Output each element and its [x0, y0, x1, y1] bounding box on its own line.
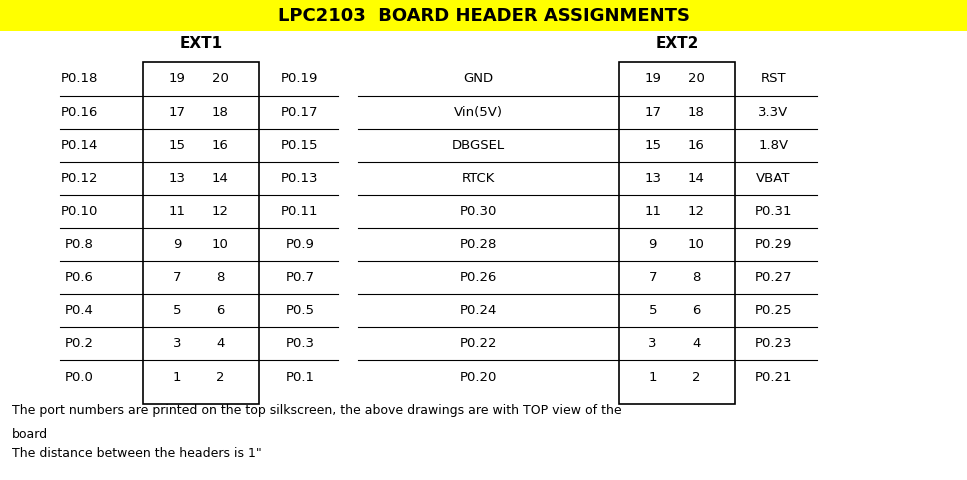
Text: RST: RST	[761, 72, 786, 85]
Text: 6: 6	[692, 304, 700, 317]
Text: P0.0: P0.0	[65, 371, 94, 384]
Text: 10: 10	[688, 238, 705, 251]
Text: P0.31: P0.31	[755, 205, 792, 218]
Text: P0.7: P0.7	[285, 271, 314, 284]
Text: 4: 4	[692, 337, 700, 350]
Text: P0.29: P0.29	[755, 238, 792, 251]
Text: 7: 7	[649, 271, 657, 284]
Text: P0.28: P0.28	[460, 238, 497, 251]
Text: 17: 17	[168, 106, 186, 119]
Text: P0.4: P0.4	[65, 304, 94, 317]
Text: EXT1: EXT1	[180, 36, 222, 51]
Text: 5: 5	[649, 304, 657, 317]
Text: 4: 4	[217, 337, 224, 350]
Text: 2: 2	[692, 371, 700, 384]
Text: 2: 2	[217, 371, 224, 384]
Text: P0.22: P0.22	[460, 337, 497, 350]
Text: 6: 6	[217, 304, 224, 317]
Text: P0.24: P0.24	[460, 304, 497, 317]
Text: 10: 10	[212, 238, 229, 251]
Text: 8: 8	[217, 271, 224, 284]
Text: P0.11: P0.11	[281, 205, 318, 218]
Text: 3: 3	[173, 337, 181, 350]
Text: The distance between the headers is 1": The distance between the headers is 1"	[12, 447, 261, 460]
Text: LPC2103  BOARD HEADER ASSIGNMENTS: LPC2103 BOARD HEADER ASSIGNMENTS	[278, 7, 689, 24]
Text: 17: 17	[644, 106, 661, 119]
Text: 5: 5	[173, 304, 181, 317]
Text: 1: 1	[649, 371, 657, 384]
Text: 12: 12	[212, 205, 229, 218]
Text: P0.9: P0.9	[285, 238, 314, 251]
Text: 9: 9	[649, 238, 657, 251]
Text: 14: 14	[212, 172, 229, 185]
Text: 18: 18	[212, 106, 229, 119]
Text: The port numbers are printed on the top silkscreen, the above drawings are with : The port numbers are printed on the top …	[12, 404, 621, 417]
Text: 13: 13	[644, 172, 661, 185]
Text: 3.3V: 3.3V	[758, 106, 789, 119]
Text: P0.15: P0.15	[281, 139, 318, 152]
Text: 14: 14	[688, 172, 705, 185]
Text: P0.21: P0.21	[755, 371, 792, 384]
Text: 18: 18	[688, 106, 705, 119]
Text: GND: GND	[463, 72, 494, 85]
Bar	[143, 62, 259, 404]
Text: 11: 11	[168, 205, 186, 218]
Text: P0.18: P0.18	[61, 72, 98, 85]
Text: P0.13: P0.13	[281, 172, 318, 185]
Text: EXT2: EXT2	[656, 36, 698, 51]
Text: 20: 20	[688, 72, 705, 85]
Text: RTCK: RTCK	[462, 172, 495, 185]
Text: 19: 19	[168, 72, 186, 85]
Text: P0.26: P0.26	[460, 271, 497, 284]
Text: Vin(5V): Vin(5V)	[454, 106, 503, 119]
Text: P0.2: P0.2	[65, 337, 94, 350]
Text: 12: 12	[688, 205, 705, 218]
Text: P0.16: P0.16	[61, 106, 98, 119]
Text: 11: 11	[644, 205, 661, 218]
Text: P0.30: P0.30	[460, 205, 497, 218]
Text: P0.6: P0.6	[65, 271, 94, 284]
Text: 1: 1	[173, 371, 181, 384]
Text: P0.27: P0.27	[755, 271, 792, 284]
Text: 16: 16	[212, 139, 229, 152]
Bar	[619, 62, 735, 404]
Text: P0.25: P0.25	[755, 304, 792, 317]
Text: 13: 13	[168, 172, 186, 185]
Text: 15: 15	[168, 139, 186, 152]
Text: P0.12: P0.12	[61, 172, 98, 185]
Text: 8: 8	[692, 271, 700, 284]
Text: 3: 3	[649, 337, 657, 350]
Text: P0.3: P0.3	[285, 337, 314, 350]
Text: 15: 15	[644, 139, 661, 152]
Text: P0.8: P0.8	[65, 238, 94, 251]
Text: VBAT: VBAT	[756, 172, 791, 185]
Bar	[0, 0, 967, 31]
Text: DBGSEL: DBGSEL	[453, 139, 505, 152]
Text: 9: 9	[173, 238, 181, 251]
Text: 1.8V: 1.8V	[758, 139, 789, 152]
Text: P0.14: P0.14	[61, 139, 98, 152]
Text: P0.10: P0.10	[61, 205, 98, 218]
Text: 7: 7	[173, 271, 181, 284]
Text: P0.1: P0.1	[285, 371, 314, 384]
Text: P0.17: P0.17	[281, 106, 318, 119]
Text: board: board	[12, 428, 47, 441]
Text: 20: 20	[212, 72, 229, 85]
Text: 19: 19	[644, 72, 661, 85]
Text: P0.23: P0.23	[755, 337, 792, 350]
Text: P0.5: P0.5	[285, 304, 314, 317]
Text: P0.20: P0.20	[460, 371, 497, 384]
Text: P0.19: P0.19	[281, 72, 318, 85]
Text: 16: 16	[688, 139, 705, 152]
